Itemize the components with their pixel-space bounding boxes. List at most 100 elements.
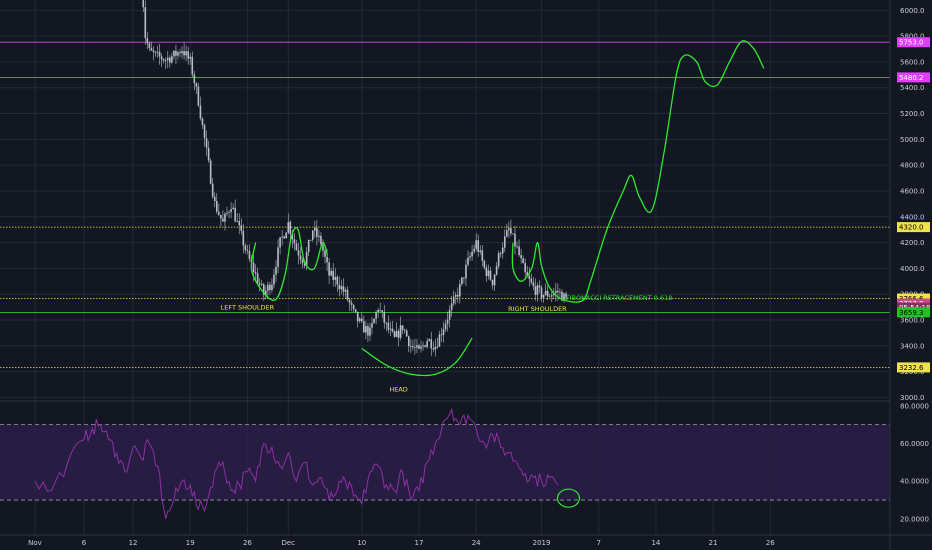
candle-body bbox=[506, 230, 508, 237]
candle-body bbox=[365, 326, 367, 333]
level-tag: 3232.6 bbox=[899, 364, 924, 372]
candle-body bbox=[479, 250, 482, 252]
candle-body bbox=[166, 57, 169, 61]
candle-body bbox=[475, 240, 477, 249]
candle-body bbox=[491, 279, 494, 286]
candle-body bbox=[481, 250, 484, 261]
price-tag: 3659.3 bbox=[899, 309, 924, 317]
candle-body bbox=[177, 52, 179, 56]
candle-body bbox=[320, 235, 322, 245]
candle-body bbox=[354, 309, 357, 312]
candle-body bbox=[452, 296, 455, 304]
candle-body bbox=[367, 326, 369, 336]
candle-body bbox=[358, 318, 361, 322]
time-tick-label: 2019 bbox=[533, 539, 551, 547]
candle-body bbox=[465, 264, 467, 279]
level-tag-bg bbox=[897, 222, 930, 233]
candle-body bbox=[418, 345, 420, 349]
time-tick-label: 6 bbox=[82, 539, 87, 547]
candle-body bbox=[185, 51, 187, 56]
candle-body bbox=[234, 207, 236, 222]
candle-body bbox=[526, 272, 529, 276]
candle-body bbox=[397, 330, 400, 338]
candle-body bbox=[240, 225, 243, 231]
candle-body bbox=[295, 243, 298, 251]
candle-body bbox=[332, 270, 335, 280]
rsi-tick-label: 60.0000 bbox=[900, 440, 929, 448]
candle-body bbox=[389, 328, 392, 330]
price-axis-panel bbox=[890, 0, 932, 550]
price-tick-label: 4800.0 bbox=[900, 162, 925, 170]
candle-body bbox=[489, 270, 492, 280]
candle-body bbox=[442, 329, 445, 336]
candle-body bbox=[371, 323, 373, 328]
candle-body bbox=[330, 270, 332, 276]
candles bbox=[142, 0, 567, 357]
time-tick-label: 24 bbox=[472, 539, 481, 547]
candle-body bbox=[289, 222, 292, 234]
candle-body bbox=[203, 124, 206, 139]
time-tick-label: 10 bbox=[357, 539, 366, 547]
candle-body bbox=[273, 274, 275, 285]
time-tick-label: Dec bbox=[281, 539, 295, 547]
annotation-label: LEFT SHOULDER bbox=[221, 304, 275, 312]
candle-body bbox=[171, 56, 173, 63]
candle-body bbox=[314, 227, 316, 231]
candle-body bbox=[316, 227, 318, 237]
candle-body bbox=[528, 275, 531, 279]
candle-body bbox=[503, 236, 506, 248]
candle-body bbox=[561, 291, 563, 301]
candle-body bbox=[361, 318, 363, 322]
candle-body bbox=[162, 59, 165, 61]
candle-body bbox=[407, 336, 410, 347]
candle-body bbox=[211, 183, 214, 197]
candle-body bbox=[158, 51, 161, 57]
candle-body bbox=[183, 50, 185, 56]
candle-body bbox=[173, 50, 175, 57]
candle-body bbox=[277, 247, 279, 267]
candle-body bbox=[436, 346, 439, 348]
price-tick-label: 5400.0 bbox=[900, 84, 925, 92]
candle-body bbox=[399, 325, 402, 338]
candle-body bbox=[403, 329, 406, 331]
candle-body bbox=[252, 262, 255, 273]
candle-body bbox=[424, 345, 426, 347]
rsi-tick-label: 40.0000 bbox=[900, 478, 929, 486]
candle-body bbox=[383, 312, 386, 323]
candle-body bbox=[536, 285, 539, 295]
rsi-circle-drawing bbox=[556, 488, 581, 508]
candle-body bbox=[401, 325, 404, 330]
candle-body bbox=[205, 138, 208, 148]
candle-body bbox=[518, 246, 520, 256]
candle-body bbox=[226, 212, 228, 214]
candle-body bbox=[169, 57, 171, 63]
rsi-tick-label: 20.0000 bbox=[900, 515, 929, 523]
candle-body bbox=[318, 235, 320, 237]
candle-body bbox=[467, 257, 469, 265]
candle-body bbox=[432, 348, 435, 350]
candle-body bbox=[540, 287, 543, 298]
candle-body bbox=[377, 309, 379, 313]
candle-body bbox=[559, 291, 561, 293]
level-tag: 5480.2 bbox=[899, 74, 924, 82]
candle-body bbox=[412, 346, 414, 348]
drawn-path bbox=[250, 227, 329, 301]
candle-body bbox=[363, 321, 365, 333]
level-tag-bg bbox=[897, 72, 930, 83]
candle-body bbox=[293, 239, 296, 244]
candle-body bbox=[193, 74, 196, 84]
candle-body bbox=[164, 60, 167, 61]
candle-body bbox=[324, 250, 326, 257]
candle-body bbox=[238, 221, 241, 226]
candle-body bbox=[230, 209, 232, 212]
candle-body bbox=[548, 296, 551, 298]
rsi-series bbox=[34, 407, 559, 520]
candle-body bbox=[156, 51, 159, 53]
price-tick-label: 3000.0 bbox=[900, 394, 925, 402]
candle-body bbox=[493, 274, 496, 286]
drawn-path bbox=[511, 40, 765, 303]
candle-body bbox=[420, 346, 422, 349]
candle-body bbox=[546, 290, 549, 297]
candle-body bbox=[334, 276, 337, 280]
